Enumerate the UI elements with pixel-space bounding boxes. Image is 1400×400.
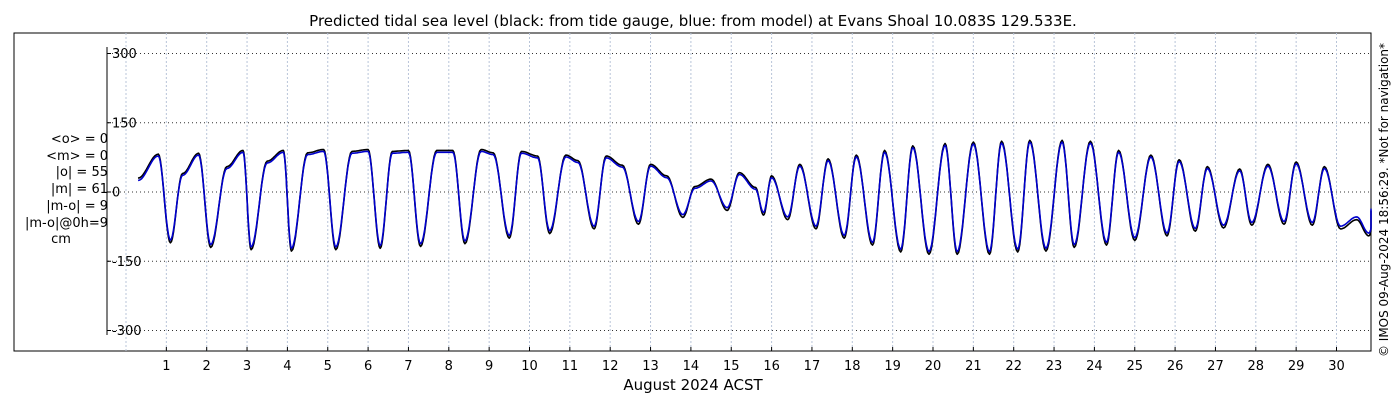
x-tick-label: 4 bbox=[283, 359, 291, 374]
x-tick-label: 5 bbox=[324, 359, 332, 374]
stat-abs-model: |m| = 61 bbox=[50, 182, 108, 198]
x-tick-label: 18 bbox=[844, 359, 861, 374]
x-tick-label: 6 bbox=[364, 359, 372, 374]
x-tick-label: 17 bbox=[804, 359, 821, 374]
y-tick-label: -150 bbox=[112, 255, 142, 270]
series-line-from-model bbox=[137, 141, 1372, 253]
x-tick-label: 20 bbox=[925, 359, 942, 374]
y-tick-label: 300 bbox=[112, 47, 137, 62]
x-tick-label: 7 bbox=[404, 359, 412, 374]
plot-frame bbox=[13, 32, 1372, 352]
x-tick-label: 30 bbox=[1328, 359, 1345, 374]
x-tick-label: 26 bbox=[1167, 359, 1184, 374]
stat-mean-obs: <o> = 0 bbox=[50, 132, 108, 147]
x-tick-label: 11 bbox=[562, 359, 579, 374]
x-tick-label: 21 bbox=[965, 359, 982, 374]
x-tick-label: 27 bbox=[1207, 359, 1224, 374]
x-tick-label: 19 bbox=[884, 359, 901, 374]
y-tick-labels: 300 150 0 -150 -300 bbox=[112, 47, 142, 339]
x-tick-labels: 1 2 3 4 5 6 7 8 9 10 11 12 13 14 15 16 17 18 19 20 21 22 23 24 2… bbox=[162, 359, 1345, 374]
stats-panel: <o> = 0 <m> = 0 |o| = 55 |m| = 61 |m-o| … bbox=[14, 132, 108, 249]
x-tick-label: 16 bbox=[763, 359, 780, 374]
x-tick-label: 15 bbox=[723, 359, 740, 374]
x-tick-label: 13 bbox=[642, 359, 659, 374]
copyright-notice: © IMOS 09-Aug-2024 18:56:29. *Not for na… bbox=[1377, 42, 1391, 358]
series-line-from-tide-gauge bbox=[137, 139, 1372, 256]
y-tick-label: 0 bbox=[112, 186, 120, 201]
x-tick-label: 10 bbox=[521, 359, 538, 374]
x-tick-label: 3 bbox=[243, 359, 251, 374]
series-lines bbox=[137, 139, 1372, 256]
x-tick-label: 12 bbox=[602, 359, 619, 374]
x-tick-label: 29 bbox=[1288, 359, 1305, 374]
x-tick-label: 2 bbox=[203, 359, 211, 374]
chart-title: Predicted tidal sea level (black: from t… bbox=[309, 12, 1077, 30]
stat-abs-diff-0h: |m-o|@0h=9 bbox=[25, 215, 108, 231]
x-tick-label: 24 bbox=[1086, 359, 1103, 374]
x-tick-label: 9 bbox=[485, 359, 493, 374]
x-tick-label: 8 bbox=[445, 359, 453, 374]
stat-abs-obs: |o| = 55 bbox=[55, 165, 108, 181]
x-tick-label: 25 bbox=[1126, 359, 1143, 374]
y-tick-label: -300 bbox=[112, 324, 142, 339]
grid-lines bbox=[108, 33, 1371, 351]
stat-unit: cm bbox=[51, 232, 71, 248]
x-tick-label: 14 bbox=[683, 359, 700, 374]
stat-mean-model: <m> = 0 bbox=[46, 148, 108, 164]
axes bbox=[106, 47, 1337, 351]
x-tick-label: 28 bbox=[1248, 359, 1265, 374]
x-tick-label: 1 bbox=[162, 359, 170, 374]
stat-abs-diff: |m-o| = 9 bbox=[46, 198, 108, 214]
x-tick-label: 23 bbox=[1046, 359, 1063, 374]
x-tick-label: 22 bbox=[1005, 359, 1022, 374]
y-tick-label: 150 bbox=[112, 116, 137, 131]
x-axis-label: August 2024 ACST bbox=[623, 376, 763, 394]
